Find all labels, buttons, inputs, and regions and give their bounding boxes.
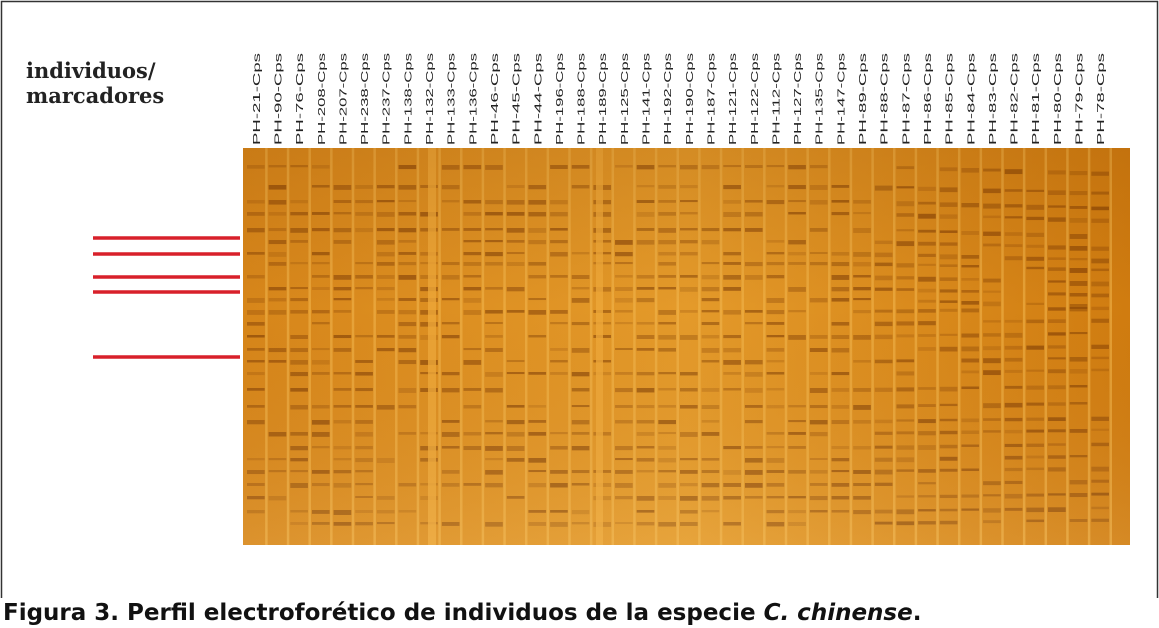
lane-label: PH-84-Cps xyxy=(966,53,977,145)
caption-species: C. chinense xyxy=(764,600,913,626)
lane-label: PH-208-Cps xyxy=(317,53,328,145)
gel-shade xyxy=(243,148,1130,545)
lane-label: PH-125-Cps xyxy=(620,53,631,145)
lane-label: PH-188-Cps xyxy=(577,53,588,145)
lane-label: PH-45-Cps xyxy=(512,53,523,145)
lane-label: PH-86-Cps xyxy=(923,53,934,145)
caption-text: . xyxy=(913,600,922,626)
lane-label: PH-122-Cps xyxy=(750,53,761,145)
lane-label: PH-82-Cps xyxy=(1010,53,1021,145)
lane-label: PH-81-Cps xyxy=(1031,53,1042,145)
lane-label: PH-132-Cps xyxy=(425,53,436,145)
lane-label: PH-88-Cps xyxy=(880,53,891,145)
lane-label: PH-187-Cps xyxy=(706,53,717,145)
lane-label: PH-237-Cps xyxy=(382,53,393,145)
row-label: individuos/ xyxy=(26,58,156,83)
lane-label: PH-192-Cps xyxy=(663,53,674,145)
caption-text: Figura 3. Perfil electroforético de indi… xyxy=(3,600,764,626)
lane-label: PH-46-Cps xyxy=(490,53,501,145)
lane-label: PH-135-Cps xyxy=(815,53,826,145)
figure: individuos/ marcadores PH-21-Cps PH-90-Cp… xyxy=(0,0,1159,628)
lane-label: PH-44-Cps xyxy=(533,53,544,145)
lane-label: PH-238-Cps xyxy=(360,53,371,145)
lane-label: PH-87-Cps xyxy=(901,53,912,145)
lane-label: PH-90-Cps xyxy=(273,53,284,145)
lane-label: PH-112-Cps xyxy=(771,53,782,145)
lane-label: PH-136-Cps xyxy=(468,53,479,145)
lane-label: PH-76-Cps xyxy=(295,53,306,145)
lane-label: PH-89-Cps xyxy=(858,53,869,145)
lane-label: PH-83-Cps xyxy=(988,53,999,145)
caption: Figura 3. Perfil electroforético de indi… xyxy=(3,600,921,626)
lane-label: PH-196-Cps xyxy=(555,53,566,145)
lane-label: PH-190-Cps xyxy=(685,53,696,145)
row-label: marcadores xyxy=(26,83,164,108)
lane-label: PH-141-Cps xyxy=(642,53,653,145)
lane-label: PH-78-Cps xyxy=(1096,53,1107,145)
lane-label: PH-133-Cps xyxy=(447,53,458,145)
lane-label: PH-127-Cps xyxy=(793,53,804,145)
lane-label: PH-189-Cps xyxy=(598,53,609,145)
lane-label: PH-207-Cps xyxy=(338,53,349,145)
lane-label: PH-79-Cps xyxy=(1075,53,1086,145)
lane-label: PH-121-Cps xyxy=(728,53,739,145)
lane-label: PH-80-Cps xyxy=(1053,53,1064,145)
marker-lines xyxy=(93,238,240,357)
lane-label: PH-138-Cps xyxy=(403,53,414,145)
lane-label: PH-85-Cps xyxy=(945,53,956,145)
lane-label: PH-147-Cps xyxy=(836,53,847,145)
lane-label: PH-21-Cps xyxy=(252,53,263,145)
